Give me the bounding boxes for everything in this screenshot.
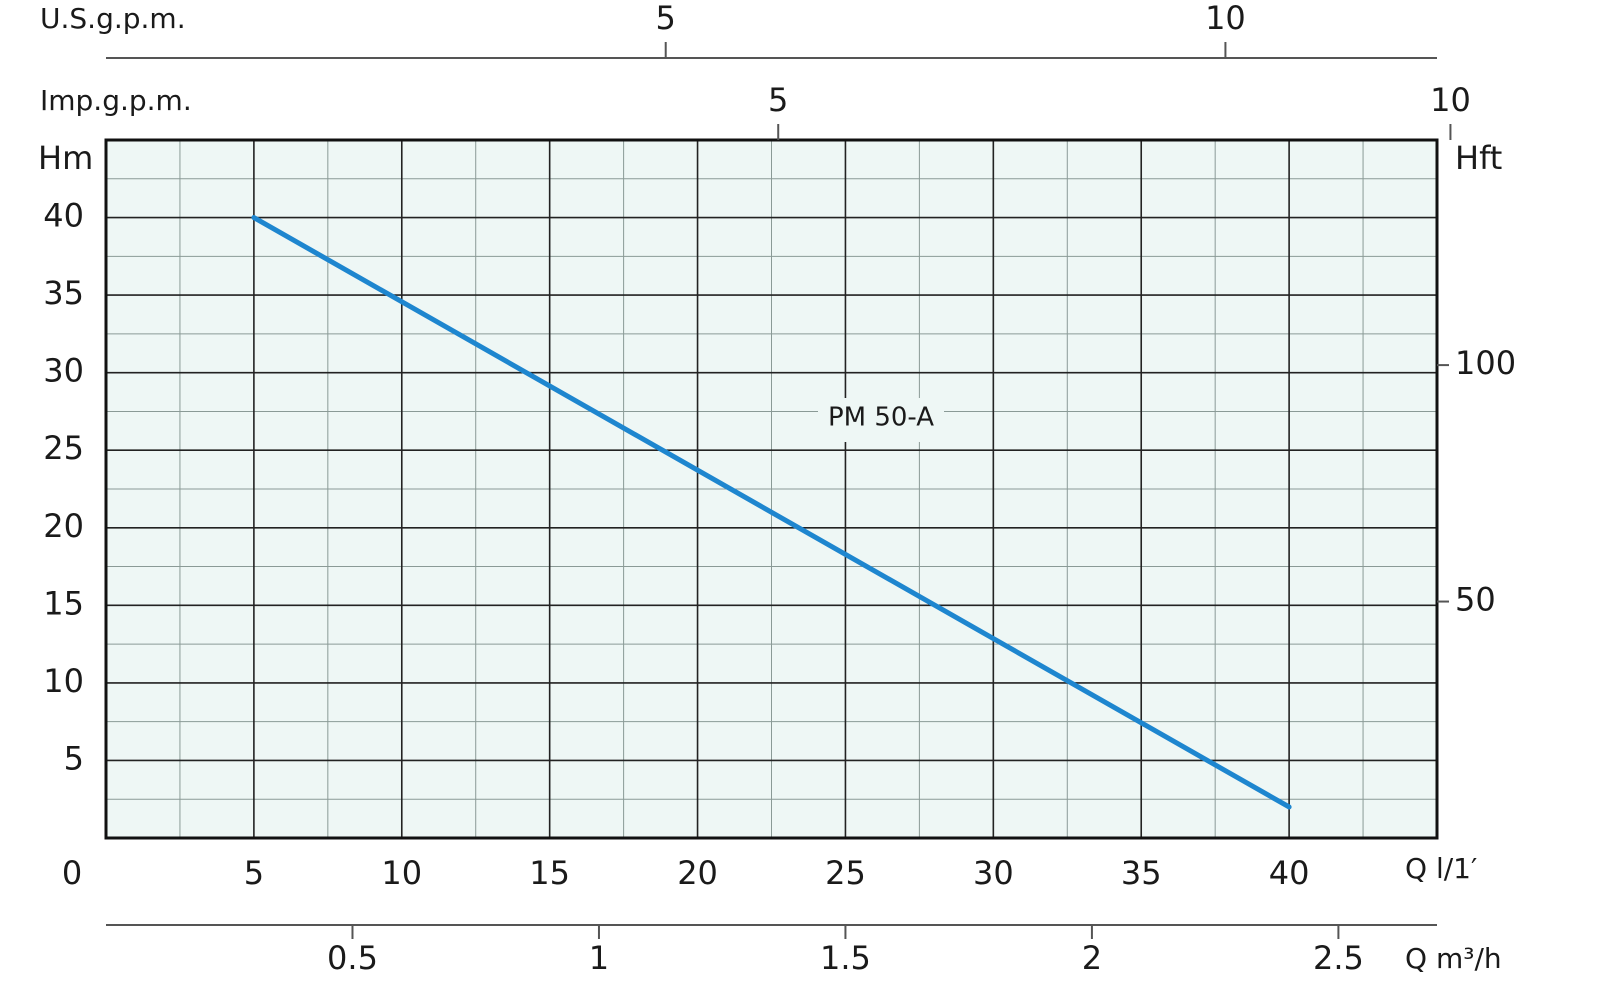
y-tick-label: 10 (43, 662, 84, 700)
tick-label: 5 (768, 81, 788, 119)
y-tick-label: 5 (64, 739, 84, 777)
x-tick-label: 15 (529, 854, 570, 892)
x-tick-label: 25 (825, 854, 866, 892)
axis-label: Hft (1455, 139, 1502, 177)
axis-label: Q m³/h (1405, 942, 1502, 975)
y-tick-label: 15 (43, 584, 84, 622)
y-axis-label: Hm (38, 139, 93, 177)
x-axis-label: Q l/1′ (1405, 852, 1477, 885)
tick-label: 2.5 (1313, 939, 1364, 977)
y-tick-label: 35 (43, 274, 84, 312)
x-tick-label: 30 (973, 854, 1014, 892)
tick-label: 1 (589, 939, 609, 977)
x-tick-label: 5 (244, 854, 264, 892)
y-tick-label: 40 (43, 197, 84, 235)
axis-label: Imp.g.p.m. (40, 84, 192, 117)
tick-label: 2 (1082, 939, 1102, 977)
tick-label: 5 (656, 0, 676, 37)
y-tick-label: 25 (43, 429, 84, 467)
series-line (251, 215, 1292, 810)
tick-label: 100 (1455, 344, 1516, 382)
tick-label: 0.5 (327, 939, 378, 977)
tick-label: 1.5 (820, 939, 871, 977)
x-tick-label: 20 (677, 854, 718, 892)
series-label: PM 50-A (828, 403, 934, 433)
tick-label: 50 (1455, 581, 1496, 619)
plot-frame (104, 138, 1439, 840)
x-tick-label: 35 (1121, 854, 1162, 892)
x-tick-label: 10 (381, 854, 422, 892)
y-tick-label: 30 (43, 352, 84, 390)
y-tick-label: 20 (43, 507, 84, 545)
tick-label: 10 (1430, 81, 1471, 119)
series-label-bg (818, 398, 944, 442)
x-tick-label: 0 (62, 854, 82, 892)
x-tick-label: 40 (1269, 854, 1310, 892)
tick-label: 10 (1205, 0, 1246, 37)
axis-label: U.S.g.p.m. (40, 2, 186, 35)
